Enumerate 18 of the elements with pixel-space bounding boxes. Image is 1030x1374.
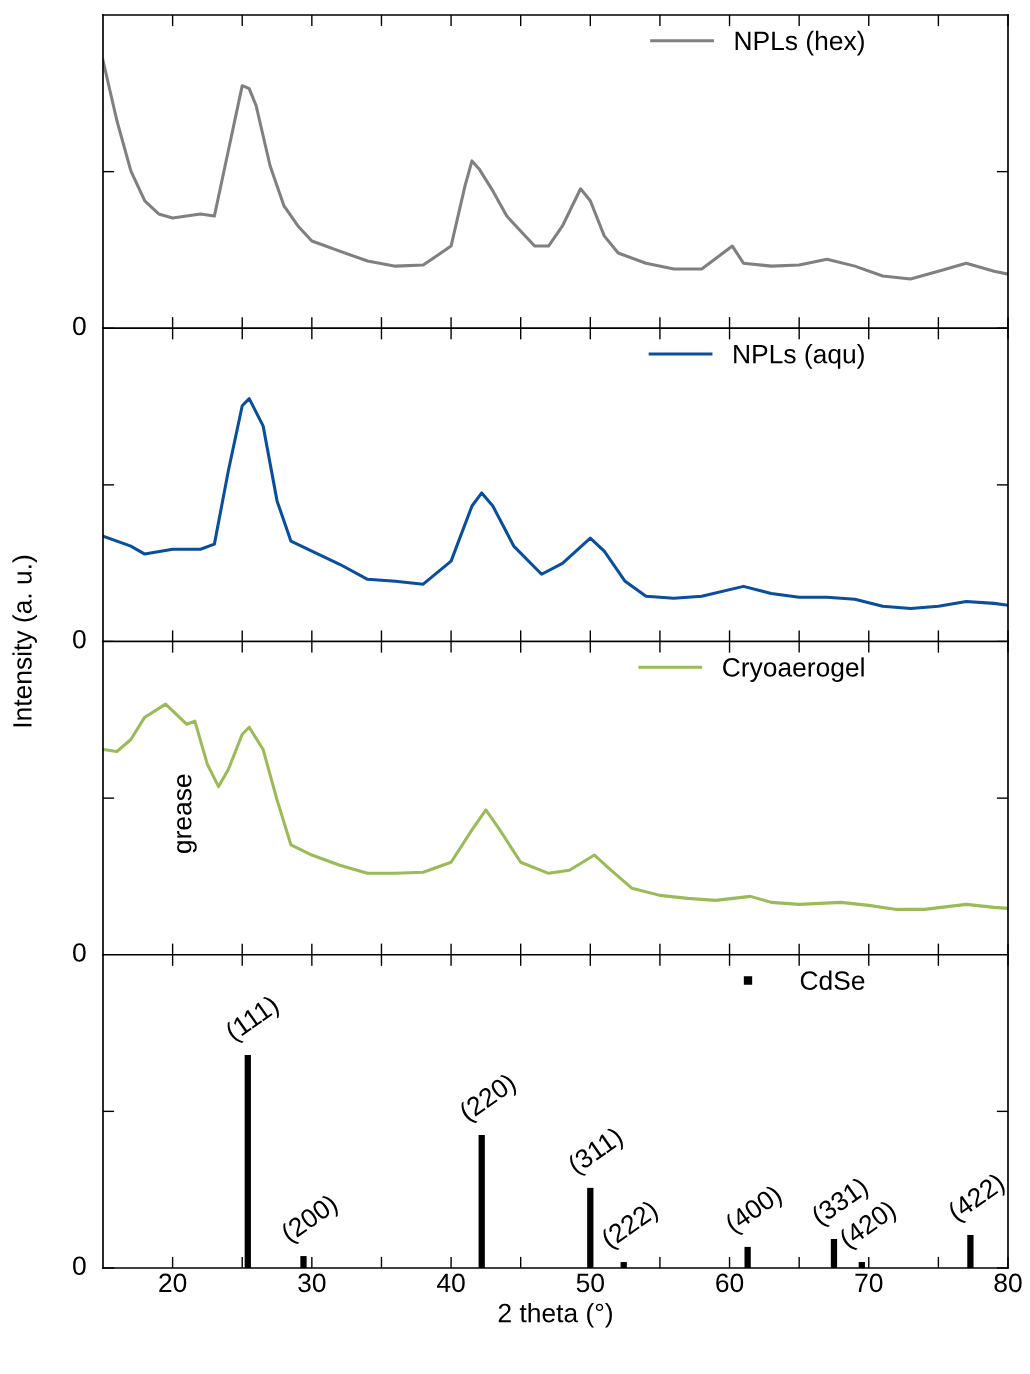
x-tick-label: 80 <box>994 1273 1022 1293</box>
x-tick-label: 40 <box>437 1273 465 1293</box>
annotation: grease <box>177 774 197 854</box>
text: 0 <box>73 316 86 336</box>
x-tick-label: 30 <box>298 1273 326 1293</box>
legend-label: NPLs (hex) <box>735 30 864 56</box>
text: 0 <box>73 1256 86 1276</box>
x-axis-title: 2 theta (°) <box>498 1303 612 1328</box>
x-tick-label: 20 <box>159 1273 187 1293</box>
x-tick-label: 50 <box>576 1273 604 1293</box>
legend-label: Cryoaerogel <box>723 657 864 682</box>
x-tick-label: 60 <box>716 1273 744 1293</box>
text: 0 <box>73 629 86 649</box>
y-axis-title: Intensity (a. u.) <box>12 555 37 727</box>
legend-label: NPLs (aqu) <box>734 344 864 369</box>
text: 0 <box>73 943 86 962</box>
x-tick-label: 70 <box>855 1273 883 1293</box>
legend-label: CdSe <box>800 970 865 990</box>
